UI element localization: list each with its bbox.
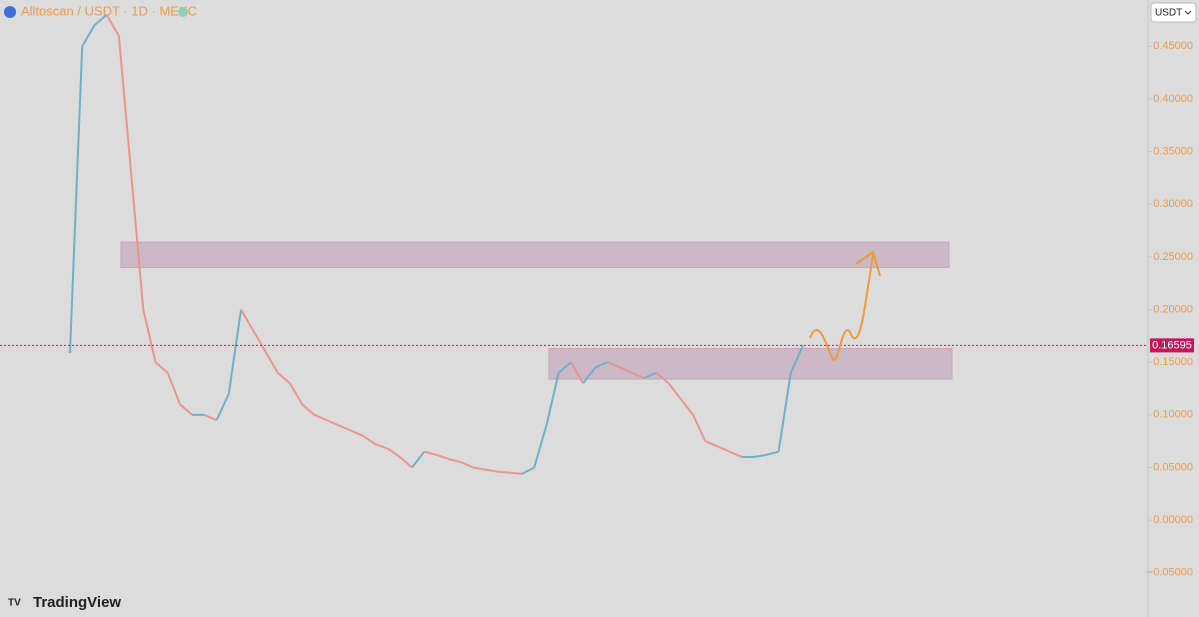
price-segment <box>545 372 560 426</box>
price-segment <box>399 456 413 469</box>
zone <box>548 348 953 380</box>
price-segment <box>289 382 303 405</box>
price-segment <box>558 361 572 374</box>
price-segment <box>692 414 707 442</box>
price-segment <box>631 371 645 379</box>
price-segment <box>667 382 682 400</box>
price-segment <box>313 413 327 422</box>
price-segment <box>142 309 157 363</box>
price-segment <box>338 424 352 432</box>
price-segment <box>485 468 498 473</box>
price-segment <box>704 440 718 448</box>
price-segment <box>387 447 401 458</box>
projection-arrow <box>809 250 881 361</box>
price-segment <box>680 398 694 416</box>
price-segment <box>203 413 217 422</box>
y-tick-label: 0.15000 <box>1153 356 1193 368</box>
price-segment <box>252 330 267 353</box>
price-segment <box>729 450 743 458</box>
price-segment <box>607 361 621 369</box>
price-segment <box>117 35 133 173</box>
y-tick-label: 0.00000 <box>1153 514 1193 526</box>
price-segment <box>350 429 364 437</box>
y-tick-label: −0.05000 <box>1147 567 1193 579</box>
price-segment <box>326 419 340 427</box>
currency-dropdown[interactable] <box>1150 2 1197 23</box>
price-segment <box>766 450 779 456</box>
price-segment <box>643 371 657 379</box>
y-tick-label: 0.45000 <box>1153 40 1193 52</box>
price-segment <box>240 309 255 332</box>
symbol-icon <box>4 6 16 18</box>
dropdown-caret <box>1184 10 1192 15</box>
price-segment <box>789 344 804 374</box>
price-segment <box>411 451 426 469</box>
y-tick-label: 0.40000 <box>1153 93 1193 105</box>
price-segment <box>130 172 145 310</box>
price-segment <box>301 403 315 416</box>
price-segment <box>436 453 450 461</box>
y-tick-label: 0.25000 <box>1153 251 1193 263</box>
last-price-box <box>1150 338 1194 353</box>
y-tick-label: 0.20000 <box>1153 303 1193 315</box>
price-segment <box>717 445 731 453</box>
price-segment <box>521 466 535 475</box>
price-segment <box>264 351 279 374</box>
y-tick-label: 0.35000 <box>1153 146 1193 158</box>
price-segment <box>179 403 193 416</box>
y-tick-label: 0.10000 <box>1153 409 1193 421</box>
plot: −0.05000 0.00000 0.05000 0.10000 0.15000 0.20… <box>0 13 1194 579</box>
price-segment <box>448 458 462 464</box>
logo-mark: TV <box>8 598 21 609</box>
price-segment <box>362 435 376 446</box>
price-segment <box>215 393 230 421</box>
price-segment <box>472 466 486 471</box>
price-segment <box>777 372 792 452</box>
price-segment <box>166 372 181 405</box>
price-segment <box>582 366 597 384</box>
last-price-label: 0.16595 <box>1152 339 1192 351</box>
price-segment <box>81 24 96 47</box>
price-segment <box>570 361 584 384</box>
price-segment <box>277 371 291 385</box>
zone <box>120 241 950 268</box>
price-segment <box>154 361 169 374</box>
price-segment <box>497 470 510 474</box>
status-dot <box>178 7 188 17</box>
watermark: TradingView <box>33 594 121 611</box>
chart-title: Alltoscan / USDT · 1D · MEXC <box>21 3 197 18</box>
price-segment <box>509 471 523 475</box>
price-segment <box>594 361 608 369</box>
y-tick-label: 0.05000 <box>1153 461 1193 473</box>
price-segment <box>105 14 120 37</box>
currency-label: USDT <box>1155 8 1182 19</box>
price-segment <box>424 450 437 456</box>
price-segment <box>227 309 243 394</box>
price-segment <box>619 366 633 374</box>
price-segment <box>753 453 767 458</box>
price-segment <box>460 461 474 469</box>
price-segment <box>93 13 108 27</box>
price-segment <box>533 425 548 468</box>
y-tick-label: 0.30000 <box>1153 198 1193 210</box>
price-segment <box>69 46 84 352</box>
price-segment <box>655 371 670 385</box>
price-segment <box>375 443 388 450</box>
